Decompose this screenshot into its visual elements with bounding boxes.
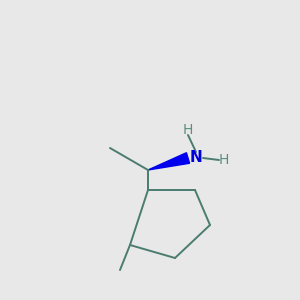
Text: H: H [219,153,229,167]
Polygon shape [148,153,190,170]
Text: N: N [190,151,202,166]
Text: H: H [183,123,193,137]
